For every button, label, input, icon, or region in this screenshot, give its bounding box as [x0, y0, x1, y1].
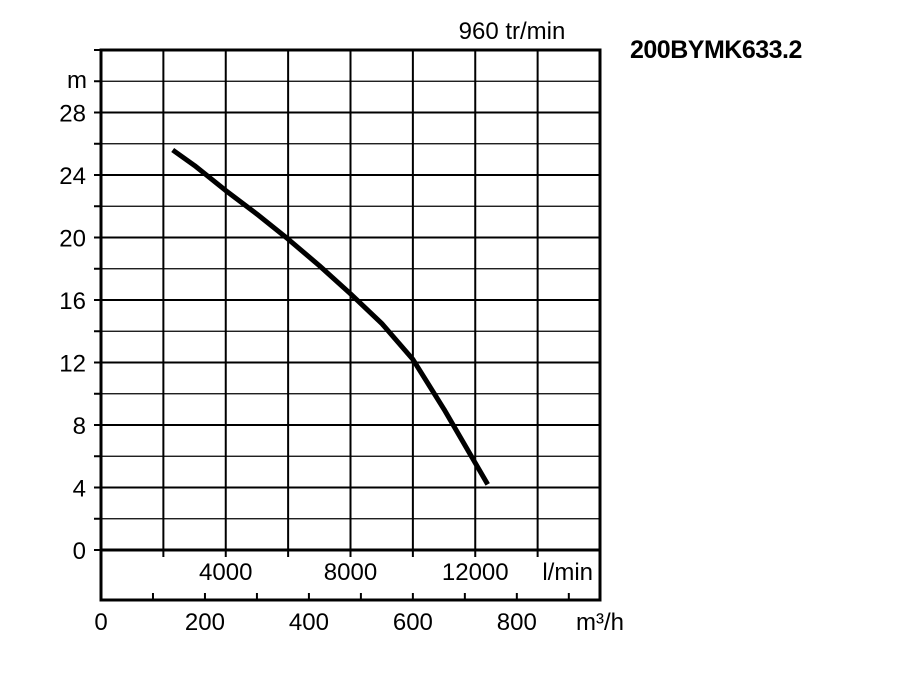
y-tick-label: 8 — [73, 413, 86, 440]
y-tick-label: 0 — [73, 538, 86, 565]
x-secondary-tick-label: 400 — [289, 609, 329, 636]
x-secondary-tick-label: 200 — [185, 609, 225, 636]
tick-labels: 0 4 8 12 16 20 24 28 4000 8000 12000 l/min 0 200 400 60… — [59, 101, 624, 637]
x-primary-tick-label: 8000 — [324, 559, 377, 586]
y-tick-label: 12 — [59, 351, 86, 378]
grid — [101, 50, 600, 550]
x-secondary-tick-label: 800 — [497, 609, 537, 636]
x-secondary-unit-label: m³/h — [576, 609, 624, 636]
chart-title: 960 tr/min — [459, 18, 566, 45]
x-primary-tick-label: 4000 — [199, 559, 252, 586]
y-tick-label: 28 — [59, 101, 86, 128]
x-primary-unit-label: l/min — [542, 559, 593, 586]
pump-curve-line — [171, 147, 490, 486]
x-primary-tick-label: 12000 — [442, 559, 509, 586]
tick-marks — [94, 49, 570, 600]
y-tick-label: 24 — [59, 163, 86, 190]
x-secondary-tick-label: 600 — [393, 609, 433, 636]
series-layer — [171, 147, 490, 486]
y-tick-label: 16 — [59, 288, 86, 315]
y-tick-label: 20 — [59, 226, 86, 253]
x-secondary-tick-label: 0 — [94, 609, 107, 636]
y-tick-label: 4 — [73, 476, 86, 503]
y-axis-label: m — [67, 67, 87, 94]
model-title: 200BYMK633.2 — [630, 36, 802, 64]
